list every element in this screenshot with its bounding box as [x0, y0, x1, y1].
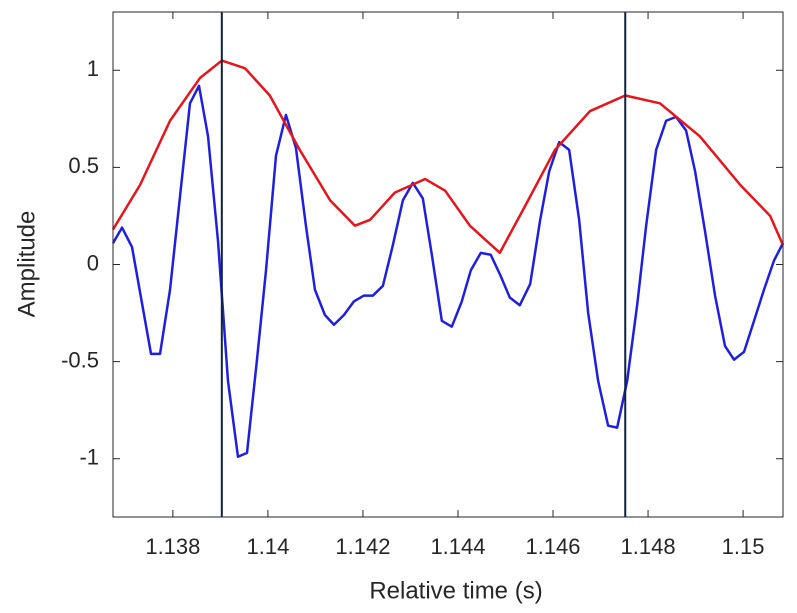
x-tick-label: 1.138	[145, 534, 200, 559]
y-tick-label: -0.5	[61, 347, 99, 372]
x-axis-label: Relative time (s)	[369, 577, 542, 604]
x-tick-label: 1.15	[722, 534, 765, 559]
x-tick-label: 1.148	[621, 534, 676, 559]
y-axis-label: Amplitude	[13, 211, 40, 318]
x-tick-label: 1.146	[525, 534, 580, 559]
y-tick-label: 0.5	[68, 153, 99, 178]
plot-area	[113, 12, 783, 517]
y-tick-label: 1	[87, 56, 99, 81]
y-tick-label: 0	[87, 250, 99, 275]
x-tick-label: 1.14	[246, 534, 289, 559]
x-tick-label: 1.142	[335, 534, 390, 559]
x-tick-label: 1.144	[430, 534, 485, 559]
y-tick-label: -1	[79, 445, 99, 470]
data-line	[111, 84, 785, 459]
axes-box	[112, 11, 784, 518]
